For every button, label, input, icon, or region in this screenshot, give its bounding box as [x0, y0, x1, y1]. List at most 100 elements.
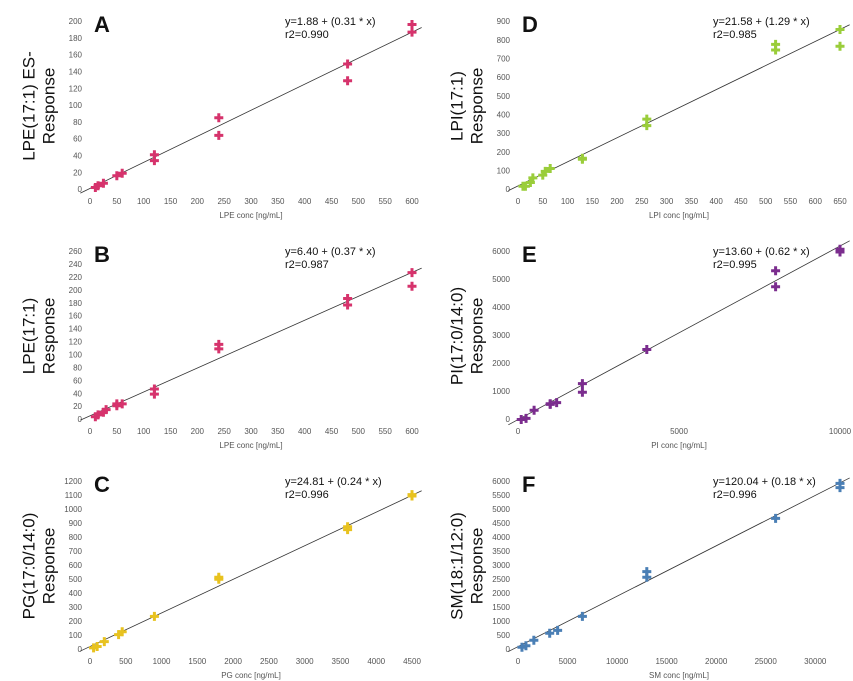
r-squared: r2=0.996: [713, 489, 757, 501]
x-tick-label: 100: [561, 197, 575, 206]
y-tick-label: 20: [73, 168, 82, 177]
y-tick-label: 4500: [492, 519, 510, 528]
x-tick-label: 200: [191, 197, 205, 206]
data-point: [101, 405, 111, 415]
y-tick-label: 1500: [492, 603, 510, 612]
data-point: [407, 27, 417, 37]
data-point: [835, 41, 845, 51]
x-tick-label: 500: [352, 427, 366, 436]
x-axis-label: SM conc [ng/mL]: [649, 671, 709, 680]
y-axis-label: Response: [39, 68, 58, 145]
y-axis-label: LPI(17:1): [447, 71, 466, 141]
data-point: [117, 627, 127, 637]
y-axis-label: Response: [467, 298, 486, 375]
x-tick-label: 0: [516, 197, 521, 206]
y-tick-label: 3000: [492, 331, 510, 340]
data-point: [771, 45, 781, 55]
y-tick-label: 100: [69, 631, 83, 640]
x-tick-label: 350: [271, 197, 285, 206]
x-tick-label: 0: [516, 657, 521, 666]
y-axis-label: PI(17:0/14:0): [447, 287, 466, 385]
y-tick-label: 0: [78, 415, 83, 424]
x-tick-label: 50: [538, 197, 547, 206]
x-tick-label: 2500: [260, 657, 278, 666]
data-point: [214, 113, 224, 123]
y-tick-label: 60: [73, 135, 82, 144]
x-tick-label: 3500: [332, 657, 350, 666]
equation: y=6.40 + (0.37 * x): [285, 246, 376, 258]
x-tick-label: 650: [833, 197, 847, 206]
y-tick-label: 500: [69, 575, 83, 584]
data-point: [112, 171, 122, 181]
data-point: [771, 266, 781, 276]
data-point: [99, 637, 109, 647]
data-point: [407, 268, 417, 278]
x-tick-label: 500: [759, 197, 773, 206]
data-point: [407, 20, 417, 30]
y-tick-label: 4000: [492, 533, 510, 542]
data-point: [214, 130, 224, 140]
x-tick-label: 550: [378, 197, 392, 206]
y-tick-label: 5000: [492, 275, 510, 284]
y-tick-label: 900: [497, 17, 511, 26]
y-tick-label: 1200: [64, 477, 82, 486]
x-tick-label: 400: [298, 197, 312, 206]
data-point: [343, 76, 353, 86]
y-tick-label: 260: [69, 247, 83, 256]
y-tick-label: 80: [73, 118, 82, 127]
y-tick-label: 700: [69, 547, 83, 556]
panel-letter: B: [94, 242, 110, 267]
y-tick-label: 0: [78, 185, 83, 194]
data-point: [93, 410, 103, 420]
y-axis-label: Response: [39, 528, 58, 605]
x-tick-label: 10000: [829, 427, 852, 436]
x-tick-label: 250: [217, 427, 231, 436]
x-tick-label: 100: [137, 427, 151, 436]
y-tick-label: 40: [73, 152, 82, 161]
x-axis-label: PG conc [ng/mL]: [221, 671, 281, 680]
y-tick-label: 3000: [492, 561, 510, 570]
x-tick-label: 0: [88, 657, 93, 666]
x-tick-label: 200: [191, 427, 205, 436]
y-tick-label: 240: [69, 260, 83, 269]
x-tick-label: 1500: [188, 657, 206, 666]
x-tick-label: 600: [405, 197, 419, 206]
x-tick-label: 550: [784, 197, 798, 206]
x-tick-label: 25000: [755, 657, 778, 666]
data-point: [343, 59, 353, 69]
data-point: [149, 611, 159, 621]
y-tick-label: 40: [73, 389, 82, 398]
y-tick-label: 120: [69, 84, 83, 93]
y-axis-label: PG(17:0/14:0): [19, 513, 38, 620]
panel-letter: F: [522, 472, 535, 497]
r-squared: r2=0.990: [285, 29, 329, 41]
x-tick-label: 500: [352, 197, 366, 206]
x-tick-label: 500: [119, 657, 133, 666]
y-tick-label: 400: [69, 589, 83, 598]
data-point: [525, 178, 535, 188]
y-axis-label: Response: [467, 68, 486, 145]
data-point: [835, 483, 845, 493]
r-squared: r2=0.987: [285, 259, 329, 271]
y-tick-label: 5500: [492, 491, 510, 500]
y-tick-label: 0: [506, 415, 511, 424]
y-tick-label: 6000: [492, 477, 510, 486]
x-tick-label: 30000: [804, 657, 827, 666]
y-tick-label: 3500: [492, 547, 510, 556]
x-axis-label: LPE conc [ng/mL]: [219, 441, 282, 450]
y-tick-label: 500: [497, 631, 511, 640]
y-tick-label: 100: [69, 350, 83, 359]
data-point: [92, 642, 102, 651]
x-tick-label: 0: [516, 427, 521, 436]
x-tick-label: 450: [734, 197, 748, 206]
data-point: [545, 628, 555, 638]
r-squared: r2=0.985: [713, 29, 757, 41]
data-point: [521, 641, 531, 651]
y-tick-label: 1000: [64, 505, 82, 514]
y-tick-label: 120: [69, 338, 83, 347]
y-tick-label: 1000: [492, 617, 510, 626]
x-tick-label: 10000: [606, 657, 629, 666]
y-tick-label: 220: [69, 273, 83, 282]
data-point: [117, 399, 127, 409]
